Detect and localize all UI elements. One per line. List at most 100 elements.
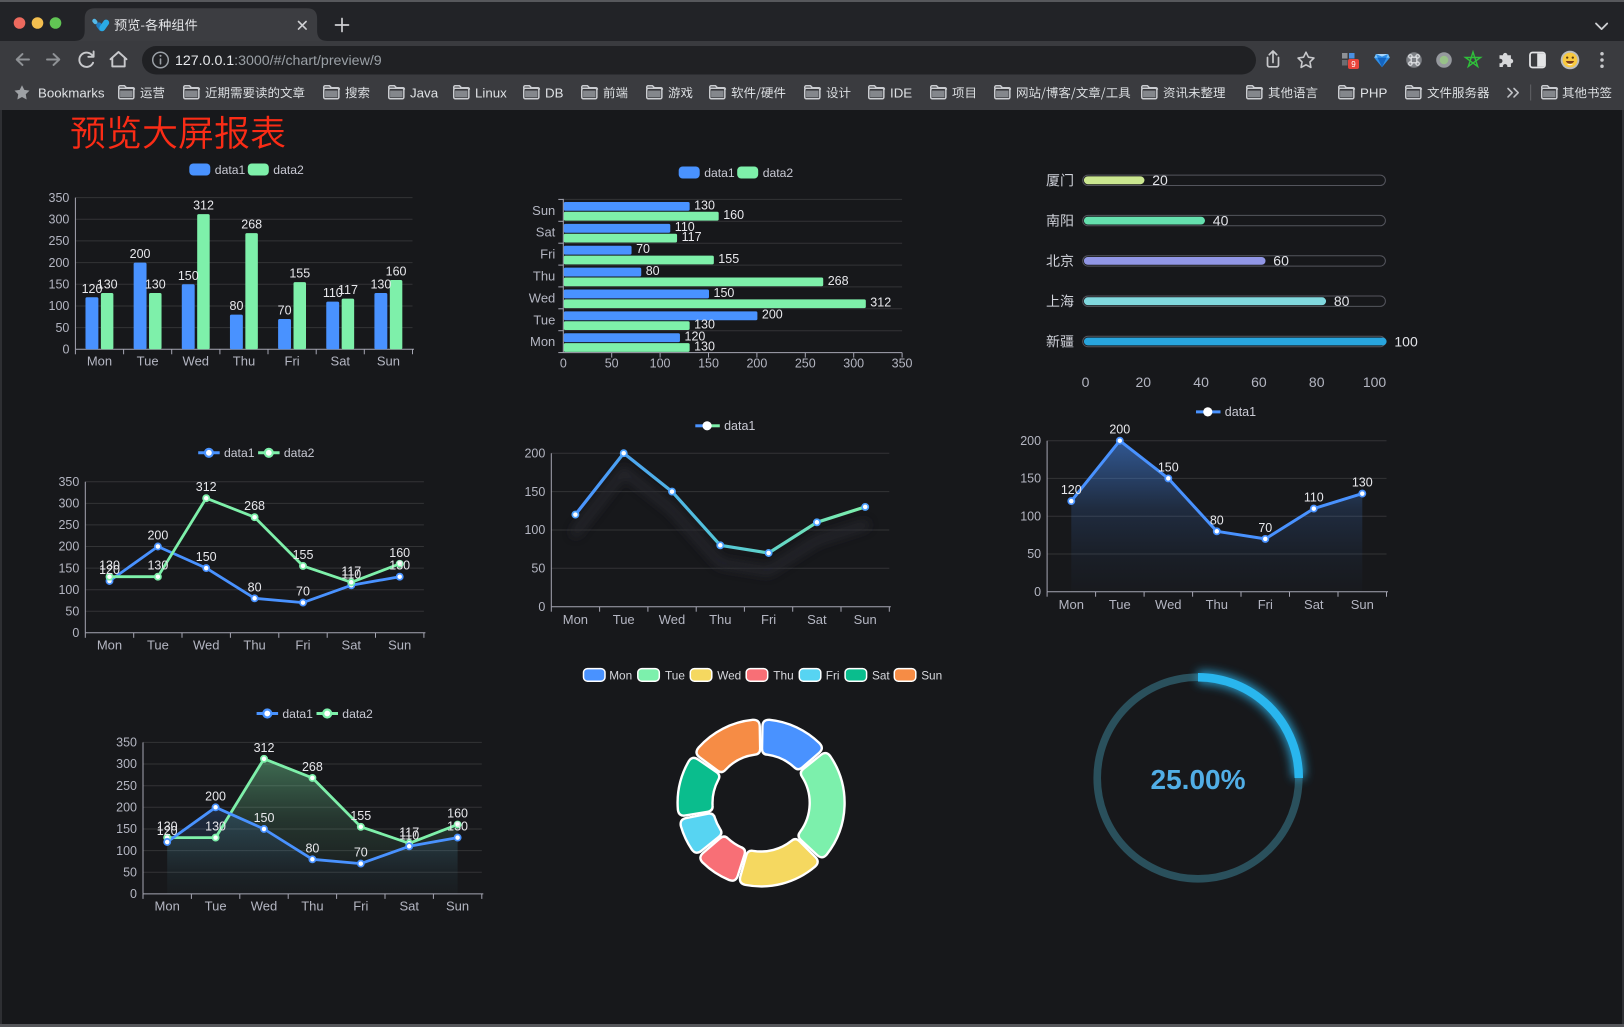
svg-text:155: 155 bbox=[293, 548, 314, 562]
svg-text:155: 155 bbox=[289, 267, 310, 281]
svg-text:data1: data1 bbox=[724, 419, 755, 433]
svg-text:200: 200 bbox=[49, 256, 70, 270]
svg-text:100: 100 bbox=[49, 299, 70, 313]
svg-text:Mon: Mon bbox=[155, 899, 180, 914]
svg-text:350: 350 bbox=[58, 475, 79, 489]
svg-text:Sat: Sat bbox=[342, 638, 362, 653]
svg-text:250: 250 bbox=[58, 518, 79, 532]
svg-text:Thu: Thu bbox=[301, 899, 323, 914]
svg-text:Java: Java bbox=[410, 85, 439, 100]
svg-text:50: 50 bbox=[65, 604, 79, 618]
svg-text:100: 100 bbox=[116, 844, 137, 858]
svg-text:70: 70 bbox=[354, 846, 368, 860]
svg-text:200: 200 bbox=[116, 801, 137, 815]
svg-text:Tue: Tue bbox=[205, 899, 227, 914]
svg-text:250: 250 bbox=[795, 357, 816, 371]
svg-text:130: 130 bbox=[147, 559, 168, 573]
svg-text:Mon: Mon bbox=[97, 638, 122, 653]
svg-text:Thu: Thu bbox=[233, 354, 255, 369]
svg-text:300: 300 bbox=[58, 497, 79, 511]
svg-text:Mon: Mon bbox=[1059, 597, 1084, 612]
svg-text:160: 160 bbox=[389, 546, 410, 560]
svg-text:data2: data2 bbox=[342, 707, 373, 721]
svg-text:130: 130 bbox=[694, 318, 715, 332]
svg-text:Tue: Tue bbox=[613, 612, 635, 627]
svg-text:Tue: Tue bbox=[533, 312, 555, 327]
svg-text:268: 268 bbox=[244, 499, 265, 513]
svg-text:70: 70 bbox=[296, 585, 310, 599]
svg-text:350: 350 bbox=[892, 357, 913, 371]
svg-text:200: 200 bbox=[746, 357, 767, 371]
svg-text:130: 130 bbox=[389, 559, 410, 573]
svg-text:100: 100 bbox=[58, 583, 79, 597]
svg-text:250: 250 bbox=[116, 779, 137, 793]
svg-text:130: 130 bbox=[694, 198, 715, 212]
svg-text:data1: data1 bbox=[215, 163, 246, 177]
svg-text:150: 150 bbox=[116, 822, 137, 836]
svg-text:70: 70 bbox=[636, 242, 650, 256]
svg-text:Wed: Wed bbox=[183, 354, 210, 369]
svg-text:80: 80 bbox=[230, 299, 244, 313]
svg-text:200: 200 bbox=[524, 446, 545, 460]
svg-text:Sun: Sun bbox=[921, 669, 942, 683]
svg-text:Bookmarks: Bookmarks bbox=[38, 85, 105, 100]
svg-text:110: 110 bbox=[675, 220, 695, 234]
svg-text:120: 120 bbox=[685, 330, 706, 344]
svg-text:data1: data1 bbox=[704, 166, 735, 180]
svg-text:Mon: Mon bbox=[609, 669, 632, 683]
svg-text:70: 70 bbox=[278, 304, 292, 318]
svg-text:50: 50 bbox=[531, 562, 545, 576]
svg-text:200: 200 bbox=[205, 789, 226, 803]
svg-text:Thu: Thu bbox=[1206, 597, 1228, 612]
svg-text:Wed: Wed bbox=[717, 669, 741, 683]
svg-text:Sat: Sat bbox=[872, 669, 890, 683]
svg-text:150: 150 bbox=[196, 550, 217, 564]
svg-text:DB: DB bbox=[545, 85, 564, 100]
svg-text:Sat: Sat bbox=[331, 354, 351, 369]
svg-text:50: 50 bbox=[55, 321, 69, 335]
svg-text:130: 130 bbox=[694, 339, 715, 353]
svg-text:200: 200 bbox=[130, 247, 151, 261]
svg-text:160: 160 bbox=[723, 208, 744, 222]
svg-text:data2: data2 bbox=[763, 166, 794, 180]
svg-text:160: 160 bbox=[447, 807, 468, 821]
svg-text:0: 0 bbox=[560, 357, 567, 371]
svg-text:80: 80 bbox=[248, 580, 262, 594]
svg-text:Sat: Sat bbox=[399, 899, 419, 914]
svg-text:Thu: Thu bbox=[709, 612, 731, 627]
svg-text:150: 150 bbox=[698, 357, 719, 371]
svg-text:Thu: Thu bbox=[533, 269, 555, 284]
svg-text:150: 150 bbox=[254, 811, 275, 825]
svg-text:40: 40 bbox=[1193, 374, 1209, 390]
svg-text:200: 200 bbox=[58, 540, 79, 554]
svg-text:130: 130 bbox=[145, 278, 166, 292]
svg-text:0: 0 bbox=[130, 887, 137, 901]
svg-text:50: 50 bbox=[605, 357, 619, 371]
svg-text:IDE: IDE bbox=[890, 85, 912, 100]
svg-text:200: 200 bbox=[1020, 434, 1041, 448]
svg-text:268: 268 bbox=[302, 760, 323, 774]
svg-text:130: 130 bbox=[205, 820, 226, 834]
svg-text:20: 20 bbox=[1136, 374, 1152, 390]
svg-text:data1: data1 bbox=[282, 707, 313, 721]
svg-text:80: 80 bbox=[1210, 513, 1224, 527]
svg-text:25.00%: 25.00% bbox=[1151, 764, 1246, 795]
svg-text:150: 150 bbox=[1020, 472, 1041, 486]
svg-text:Tue: Tue bbox=[665, 669, 685, 683]
svg-text:Mon: Mon bbox=[87, 354, 112, 369]
svg-text:130: 130 bbox=[447, 820, 468, 834]
svg-text:40: 40 bbox=[1213, 212, 1229, 228]
svg-text:Sat: Sat bbox=[536, 225, 556, 240]
svg-text:100: 100 bbox=[1394, 333, 1418, 349]
svg-text:350: 350 bbox=[116, 736, 137, 750]
svg-text:Sat: Sat bbox=[1304, 597, 1324, 612]
svg-text:0: 0 bbox=[1034, 585, 1041, 599]
svg-text:50: 50 bbox=[123, 866, 137, 880]
svg-text:Wed: Wed bbox=[251, 899, 278, 914]
svg-text:300: 300 bbox=[49, 213, 70, 227]
svg-text:150: 150 bbox=[58, 561, 79, 575]
svg-text:100: 100 bbox=[1363, 374, 1387, 390]
svg-text:Wed: Wed bbox=[659, 612, 686, 627]
svg-text:100: 100 bbox=[524, 523, 545, 537]
svg-text:60: 60 bbox=[1251, 374, 1267, 390]
